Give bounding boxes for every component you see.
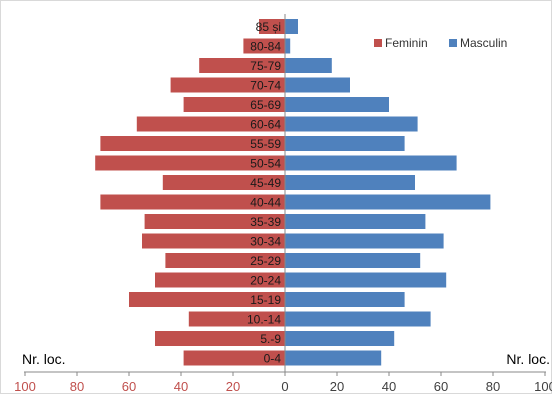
bar-feminin [95,155,285,171]
bar-masculin [285,253,421,268]
category-label: 35-39 [250,215,281,229]
category-label: 60-64 [250,118,281,132]
category-label: 55-59 [250,137,281,151]
x-tick-label: 20 [330,379,344,394]
category-label: 50-54 [250,157,281,171]
bar-masculin [285,58,332,73]
category-label: 80-84 [250,40,281,54]
bar-masculin [285,194,491,210]
bar-masculin [285,350,382,366]
x-tick-label: 80 [486,379,500,394]
legend-swatch-masculin [449,39,457,47]
bar-feminin [170,77,285,93]
bar-feminin [100,194,286,210]
x-tick-label: 40 [382,379,396,394]
category-label: 10.-14 [247,313,281,327]
category-label: 70-74 [250,79,281,93]
category-label: 40-44 [250,196,281,210]
x-tick-label: 0 [281,379,288,394]
bar-masculin [285,97,389,112]
category-label: 20-24 [250,274,281,288]
x-tick-label: 100 [14,379,36,394]
x-tick-label: 40 [174,379,188,394]
bar-feminin [100,136,286,151]
bar-masculin [285,331,395,346]
bar-feminin [243,38,285,54]
bar-feminin [199,58,285,73]
bar-feminin [129,292,285,307]
bar-masculin [285,116,418,132]
bar-masculin [285,175,415,190]
bar-masculin [285,77,350,93]
legend-label-masculin: Masculin [460,36,507,50]
bar-feminin [183,97,285,112]
bars-layer [95,19,491,366]
category-label: 30-34 [250,235,281,249]
bar-masculin [285,214,426,229]
x-tick-label: 100 [534,379,552,394]
bar-masculin [285,272,447,288]
category-labels-layer: 85 și 80-84 75-79 70-74 65-69 60-64 55-59 50-54… [247,20,281,366]
bar-feminin [183,350,285,366]
legend: Feminin Masculin [374,36,507,50]
bar-masculin [285,155,457,171]
category-label: 0-4 [264,352,282,366]
bar-masculin [285,292,405,307]
bar-masculin [285,136,405,151]
legend-label-feminin: Feminin [385,36,428,50]
bar-feminin [259,19,285,34]
bar-masculin [285,19,298,34]
bar-feminin [155,331,285,346]
x-axis: 100 80 60 40 20 0 20 40 60 80 100 [14,14,552,394]
bar-masculin [285,311,431,327]
bar-feminin [155,272,285,288]
bar-feminin [165,253,285,268]
bar-feminin [162,175,285,190]
category-label: 45-49 [250,176,281,190]
bar-feminin [144,214,285,229]
x-axis-label-left: Nr. loc. [22,351,66,367]
bar-masculin [285,38,291,54]
bar-masculin [285,233,444,249]
category-label: 25-29 [250,254,281,268]
category-label: 85 și [256,20,281,34]
bar-feminin [136,116,285,132]
bar-feminin [142,233,285,249]
x-tick-label: 20 [226,379,240,394]
category-label: 5.-9 [260,332,281,346]
x-axis-label-right: Nr. loc. [506,351,550,367]
x-tick-labels: 100 80 60 40 20 0 20 40 60 80 100 [14,372,552,394]
x-tick-label: 60 [434,379,448,394]
category-label: 65-69 [250,98,281,112]
category-label: 75-79 [250,59,281,73]
x-tick-label: 60 [122,379,136,394]
category-label: 15-19 [250,293,281,307]
bar-feminin [188,311,285,327]
legend-swatch-feminin [374,39,382,47]
x-tick-label: 80 [70,379,84,394]
